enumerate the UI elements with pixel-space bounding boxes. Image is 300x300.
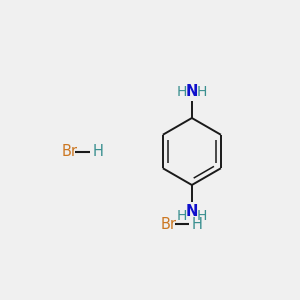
Text: N: N <box>186 204 198 219</box>
Text: Br: Br <box>161 217 177 232</box>
Text: H: H <box>192 217 203 232</box>
Text: H: H <box>197 85 207 99</box>
Text: N: N <box>186 84 198 99</box>
Text: H: H <box>176 85 187 99</box>
Text: H: H <box>92 144 104 159</box>
Text: H: H <box>197 209 207 223</box>
Text: H: H <box>176 209 187 223</box>
Text: Br: Br <box>61 144 77 159</box>
